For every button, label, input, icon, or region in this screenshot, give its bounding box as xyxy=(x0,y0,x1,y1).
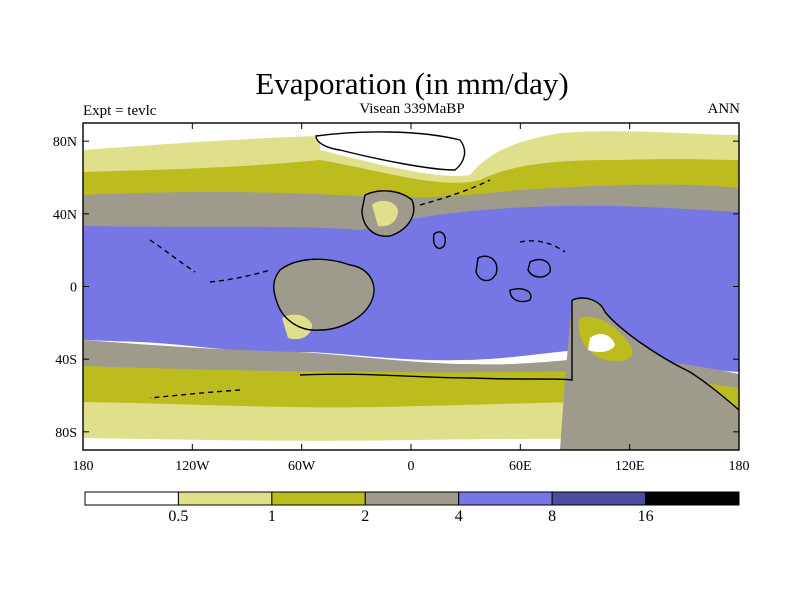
map-title: Evaporation (in mm/day) xyxy=(255,66,568,101)
small-island-south xyxy=(509,288,532,303)
map-plot-area: 80N 40N 0 40S 80S 180 120W 60W 0 60E 120E 180 xyxy=(53,122,750,474)
small-island-east xyxy=(527,258,551,278)
x-tick-label: 120W xyxy=(175,459,210,474)
central-continent-gray xyxy=(273,259,374,331)
experiment-label: Expt = tevlc xyxy=(83,103,157,119)
east-continent-white-spot xyxy=(588,334,615,353)
colorbar-bin-light-olive xyxy=(177,491,273,506)
colorbar-bin-olive xyxy=(271,491,366,506)
period-label: Visean 339MaBP xyxy=(359,101,464,117)
x-tick-label: 180 xyxy=(729,459,750,474)
x-tick-label: 180 xyxy=(73,459,94,474)
x-tick-label: 60W xyxy=(288,459,316,474)
y-tick-label: 80N xyxy=(53,135,77,150)
dashed-island-chain xyxy=(149,179,566,399)
y-tick-label: 80S xyxy=(55,426,77,441)
colorbar-label: 0.5 xyxy=(168,508,188,525)
colorbar-label: 16 xyxy=(638,508,654,525)
colorbar-label: 1 xyxy=(268,508,276,525)
colorbar-label: 2 xyxy=(361,508,369,525)
y-tick-label: 0 xyxy=(70,281,77,296)
x-tick-label: 60E xyxy=(509,459,532,474)
x-tick-label: 120E xyxy=(615,459,645,474)
colorbar-bin-black xyxy=(645,491,740,506)
south-continent-coast xyxy=(299,300,573,381)
colorbar-bin-blue xyxy=(458,491,553,506)
small-island-west xyxy=(432,231,446,250)
x-tick-label: 0 xyxy=(408,459,415,474)
evaporation-field xyxy=(83,123,739,450)
x-axis: 180 120W 60W 0 60E 120E 180 xyxy=(73,123,750,474)
y-axis: 80N 40N 0 40S 80S xyxy=(53,135,739,441)
colorbar-bin-white xyxy=(84,491,179,506)
north-continent-coast xyxy=(361,190,415,237)
colorbar-label: 4 xyxy=(455,508,463,525)
north-polar-white xyxy=(316,131,465,170)
east-continent-coast xyxy=(571,297,740,411)
season-label: ANN xyxy=(708,101,741,117)
y-tick-label: 40S xyxy=(55,353,77,368)
central-continent-coast xyxy=(273,258,375,331)
coastlines xyxy=(149,131,740,411)
colorbar: 0.5 1 2 4 8 16 xyxy=(84,491,740,525)
colorbar-label: 8 xyxy=(548,508,556,525)
north-continent-olive xyxy=(372,200,398,227)
y-tick-label: 40N xyxy=(53,208,77,223)
small-island-mid xyxy=(475,255,498,282)
colorbar-bin-dark-blue xyxy=(551,491,647,506)
north-polar-coast xyxy=(315,131,466,171)
colorbar-bin-gray xyxy=(364,491,460,506)
